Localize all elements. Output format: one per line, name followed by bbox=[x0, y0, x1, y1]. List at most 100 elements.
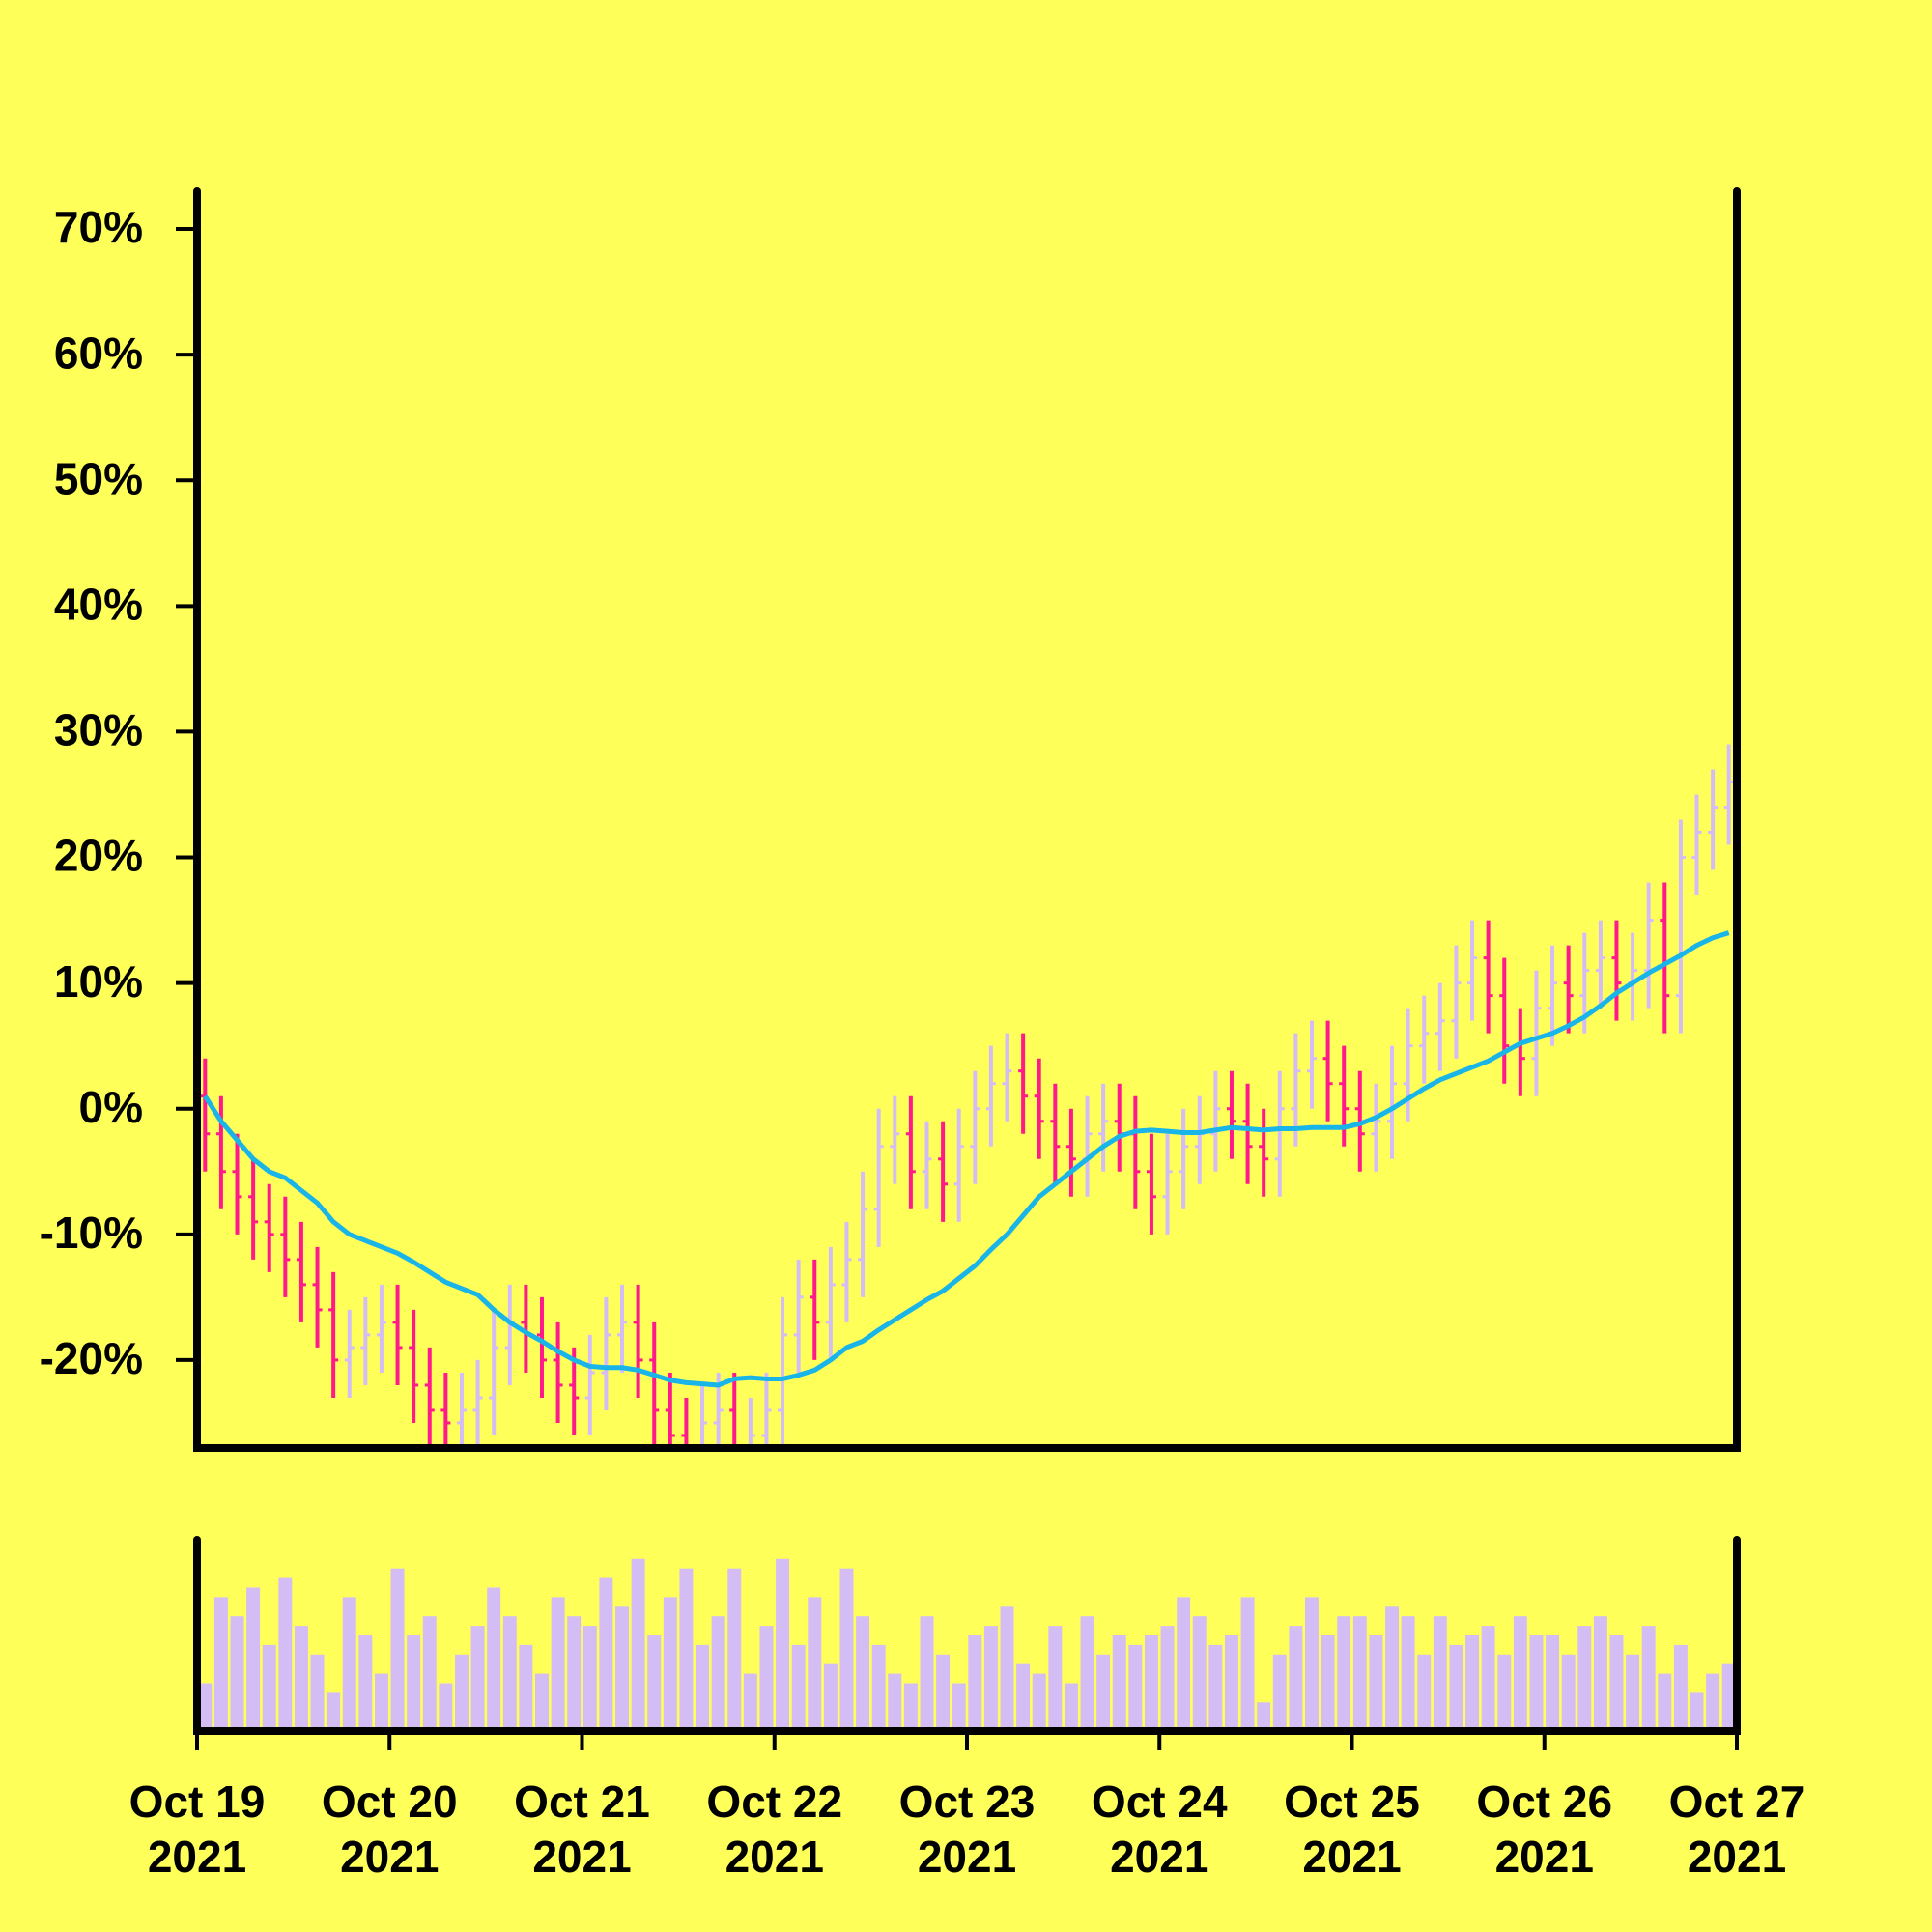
volume-bar bbox=[1352, 1616, 1367, 1731]
volume-bar bbox=[1112, 1635, 1126, 1731]
volume-bar bbox=[871, 1644, 886, 1731]
x-tick-label: Oct 22 bbox=[706, 1776, 842, 1827]
volume-bar bbox=[1257, 1702, 1271, 1731]
volume-bar bbox=[1417, 1654, 1432, 1731]
volume-bar bbox=[1658, 1673, 1672, 1731]
volume-bar bbox=[1272, 1654, 1287, 1731]
axis-frame bbox=[193, 187, 1741, 1452]
volume-bar bbox=[711, 1616, 725, 1731]
volume-bar bbox=[1144, 1635, 1158, 1731]
volume-bar bbox=[1208, 1644, 1223, 1731]
volume-bar bbox=[1096, 1654, 1111, 1731]
volume-bar bbox=[1401, 1616, 1415, 1731]
volume-bar bbox=[679, 1568, 694, 1731]
volume-bar bbox=[1080, 1616, 1094, 1731]
volume-bar bbox=[1577, 1626, 1592, 1731]
volume-bar bbox=[342, 1597, 356, 1731]
y-tick-label: -20% bbox=[40, 1333, 143, 1383]
volume-bar bbox=[631, 1558, 645, 1731]
volume-bar bbox=[1032, 1673, 1046, 1731]
x-tick-label: 2021 bbox=[1110, 1832, 1208, 1882]
volume-bar bbox=[294, 1626, 308, 1731]
volume-bar bbox=[1128, 1644, 1143, 1731]
volume-bar bbox=[888, 1673, 902, 1731]
volume-bar bbox=[358, 1635, 373, 1731]
x-tick-label: Oct 27 bbox=[1669, 1776, 1805, 1827]
volume-bar bbox=[374, 1673, 388, 1731]
volume-bar bbox=[1048, 1626, 1063, 1731]
volume-bar bbox=[454, 1654, 469, 1731]
x-tick-label: Oct 26 bbox=[1476, 1776, 1612, 1827]
volume-bar bbox=[582, 1626, 597, 1731]
volume-bar bbox=[1160, 1626, 1175, 1731]
x-tick-label: 2021 bbox=[918, 1832, 1016, 1882]
price-area bbox=[200, 744, 1734, 1448]
volume-bar bbox=[968, 1635, 982, 1731]
x-tick-label: Oct 21 bbox=[514, 1776, 650, 1827]
volume-bar bbox=[213, 1597, 228, 1731]
volume-bar bbox=[262, 1644, 276, 1731]
volume-bar bbox=[1385, 1606, 1399, 1731]
volume-bar bbox=[1000, 1606, 1014, 1731]
volume-bar bbox=[1497, 1654, 1512, 1731]
volume-bar bbox=[230, 1616, 244, 1731]
volume-bar bbox=[1529, 1635, 1544, 1731]
volume-bar bbox=[759, 1626, 774, 1731]
x-tick-label: Oct 23 bbox=[899, 1776, 1036, 1827]
volume-bar bbox=[663, 1597, 677, 1731]
x-tick-label: 2021 bbox=[1688, 1832, 1786, 1882]
volume-bar bbox=[823, 1663, 838, 1731]
volume-bar bbox=[567, 1616, 582, 1731]
volume-bar bbox=[1224, 1635, 1238, 1731]
volume-bar bbox=[1593, 1616, 1607, 1731]
y-tick-label: 0% bbox=[79, 1082, 143, 1132]
volume-bar bbox=[1433, 1616, 1447, 1731]
volume-bar bbox=[1465, 1635, 1480, 1731]
volume-bar bbox=[1706, 1673, 1720, 1731]
volume-bar bbox=[1449, 1644, 1463, 1731]
volume-bar bbox=[470, 1626, 485, 1731]
volume-bar bbox=[519, 1644, 533, 1731]
axes: -20%-10%0%10%20%30%40%50%60%70%Oct 19202… bbox=[40, 187, 1805, 1882]
volume-bar bbox=[1369, 1635, 1383, 1731]
volume-bar bbox=[278, 1577, 293, 1731]
volume-bar bbox=[246, 1587, 261, 1731]
volume-bar bbox=[647, 1635, 662, 1731]
volume-bar bbox=[1337, 1616, 1351, 1731]
volume-bar bbox=[599, 1577, 613, 1731]
volume-bar bbox=[983, 1626, 998, 1731]
volume-bar bbox=[936, 1654, 951, 1731]
y-tick-label: 70% bbox=[54, 202, 143, 252]
x-tick-label: 2021 bbox=[340, 1832, 439, 1882]
volume-bar bbox=[1721, 1663, 1736, 1731]
x-tick-label: Oct 19 bbox=[129, 1776, 266, 1827]
volume-bar bbox=[1305, 1597, 1319, 1731]
volume-bar bbox=[551, 1597, 565, 1731]
volume-bar bbox=[1561, 1654, 1576, 1731]
volume-bar bbox=[1609, 1635, 1624, 1731]
x-tick-label: 2021 bbox=[1302, 1832, 1401, 1882]
volume-bar bbox=[1016, 1663, 1031, 1731]
volume-bar bbox=[422, 1616, 437, 1731]
volume-bar bbox=[1641, 1626, 1656, 1731]
volume-bar bbox=[696, 1644, 710, 1731]
volume-bar bbox=[1289, 1626, 1303, 1731]
volume-bar bbox=[390, 1568, 405, 1731]
y-tick-label: 50% bbox=[54, 453, 143, 503]
volume-bar bbox=[535, 1673, 549, 1731]
volume-bar bbox=[1546, 1635, 1560, 1731]
volume-bar bbox=[743, 1673, 757, 1731]
y-tick-label: 30% bbox=[54, 705, 143, 755]
volume-bar bbox=[839, 1568, 854, 1731]
volume-bar bbox=[1673, 1644, 1688, 1731]
volume-bar bbox=[1690, 1692, 1704, 1731]
volume-bar bbox=[407, 1635, 421, 1731]
x-tick-label: 2021 bbox=[148, 1832, 246, 1882]
x-tick-label: 2021 bbox=[1495, 1832, 1594, 1882]
volume-bar bbox=[952, 1683, 966, 1731]
volume-bar bbox=[502, 1616, 517, 1731]
y-tick-label: 10% bbox=[54, 956, 143, 1007]
